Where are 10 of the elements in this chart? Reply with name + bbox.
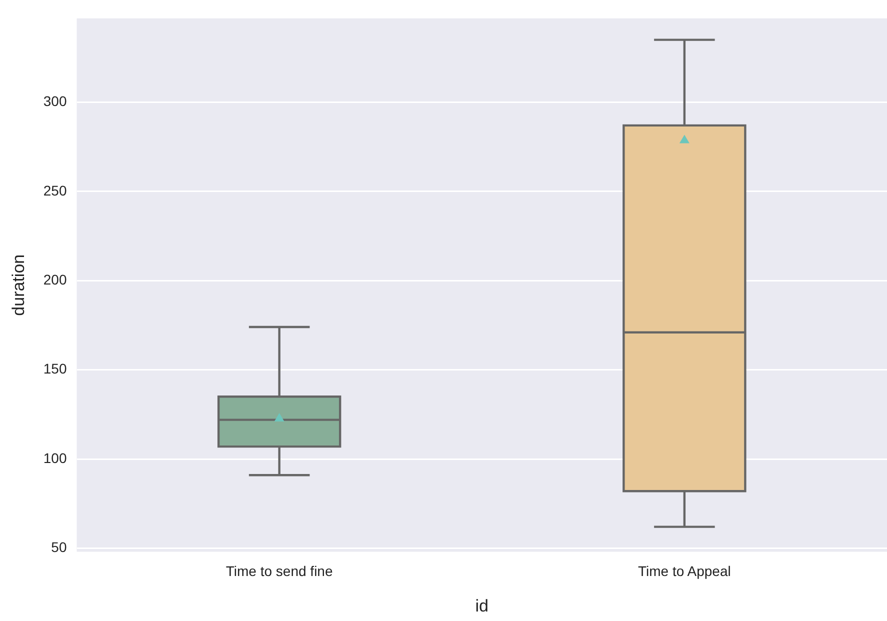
y-tick-label: 50 xyxy=(51,539,67,556)
x-tick-label: Time to send fine xyxy=(226,563,333,580)
y-tick-label: 150 xyxy=(43,360,67,377)
y-tick-label: 300 xyxy=(43,93,67,110)
x-axis-title: id xyxy=(475,596,488,616)
y-tick-label: 250 xyxy=(43,182,67,198)
x-tick-label: Time to Appeal xyxy=(638,563,731,580)
y-axis-title: duration xyxy=(8,254,28,316)
y-tick-label: 200 xyxy=(43,272,67,288)
y-tick-label: 100 xyxy=(43,450,67,466)
